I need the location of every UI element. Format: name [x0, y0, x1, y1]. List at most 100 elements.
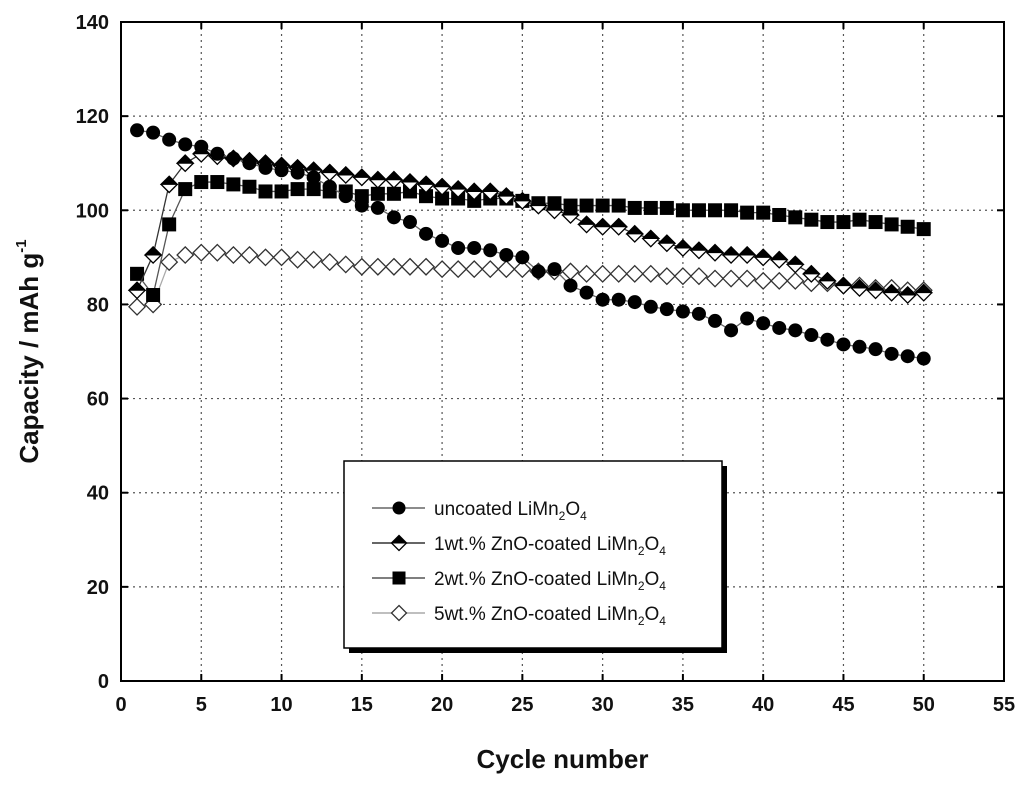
marker-fill	[480, 182, 500, 192]
data-point	[515, 250, 530, 265]
data-point	[322, 179, 337, 194]
data-point	[497, 260, 516, 279]
marker-fill	[721, 246, 741, 256]
data-point	[529, 196, 548, 215]
marker-fill	[384, 170, 404, 181]
y-tick-label: 120	[76, 106, 109, 128]
data-point	[392, 571, 406, 585]
data-point	[708, 203, 723, 218]
data-point	[464, 182, 484, 201]
legend-label-part: O	[645, 569, 660, 590]
data-point	[561, 205, 580, 225]
data-point	[740, 205, 755, 220]
data-point	[868, 342, 883, 357]
data-point	[226, 177, 241, 192]
data-point	[258, 184, 273, 199]
y-tick-label: 140	[76, 12, 109, 34]
data-point	[465, 260, 484, 279]
data-point	[160, 253, 179, 272]
y-tick-label: 80	[87, 294, 109, 316]
data-point	[563, 278, 578, 293]
data-point	[162, 217, 177, 232]
data-point	[178, 137, 193, 152]
data-point	[258, 160, 273, 175]
data-point	[756, 205, 771, 220]
data-point	[675, 203, 690, 218]
data-point	[769, 250, 789, 269]
legend-label-part: O	[645, 604, 660, 625]
legend-label-part: 4	[659, 579, 666, 593]
y-tick-label: 0	[98, 671, 109, 693]
legend-box	[343, 460, 723, 649]
data-point	[756, 316, 771, 331]
x-tick-label: 10	[270, 694, 292, 716]
legend-item: 1wt.% ZnO-coated LiMn2O4	[372, 534, 666, 558]
data-point	[914, 283, 934, 302]
data-point	[481, 260, 500, 279]
data-point	[531, 264, 546, 279]
marker-fill	[496, 187, 516, 197]
series-layer	[127, 123, 934, 366]
data-point	[625, 264, 644, 283]
data-point	[641, 229, 661, 248]
data-point	[416, 175, 436, 194]
data-point	[288, 250, 307, 269]
data-point	[722, 269, 741, 288]
marker-fill	[368, 170, 388, 181]
data-point	[513, 260, 532, 279]
marker-fill	[320, 163, 340, 174]
legend-label-part: 2	[638, 579, 645, 593]
data-point	[496, 187, 516, 206]
data-point	[386, 186, 401, 201]
data-point	[400, 172, 420, 192]
marker-fill	[834, 276, 853, 287]
data-point	[625, 224, 645, 243]
data-point	[128, 297, 147, 316]
legend-item: 5wt.% ZnO-coated LiMn2O4	[372, 604, 666, 628]
data-point	[753, 248, 773, 267]
marker-fill	[657, 234, 677, 244]
data-point	[820, 215, 835, 230]
data-point	[785, 255, 805, 274]
data-point	[705, 243, 725, 262]
data-point	[368, 257, 387, 276]
data-point	[836, 337, 851, 352]
data-point	[834, 276, 853, 295]
data-point	[274, 184, 289, 199]
legend-label-part: 2	[638, 544, 645, 558]
data-point	[194, 175, 209, 190]
data-point	[593, 217, 612, 236]
data-point	[657, 267, 676, 286]
marker-fill	[818, 272, 837, 282]
data-point	[384, 170, 404, 189]
data-point	[818, 271, 837, 290]
data-point	[226, 151, 241, 166]
x-tick-label: 25	[511, 694, 533, 716]
data-point	[224, 245, 243, 265]
marker-fill	[175, 154, 195, 164]
data-point	[130, 266, 145, 281]
y-tick-label: 100	[76, 200, 109, 222]
data-point	[691, 203, 706, 218]
data-point	[868, 215, 883, 230]
data-point	[561, 262, 580, 281]
marker-fill	[464, 182, 484, 192]
data-point	[836, 215, 851, 230]
y-tick-label: 20	[87, 577, 109, 599]
data-point	[513, 191, 532, 210]
data-point	[400, 257, 420, 276]
data-point	[900, 219, 915, 234]
marker-fill	[898, 286, 918, 296]
y-tick-label: 40	[87, 483, 109, 505]
data-point	[336, 165, 356, 185]
data-point	[274, 163, 289, 178]
data-point	[146, 288, 161, 303]
marker-fill	[641, 229, 661, 240]
data-point	[641, 264, 660, 283]
data-point	[390, 534, 408, 552]
data-point	[127, 281, 147, 300]
data-point	[545, 201, 564, 220]
data-point	[352, 257, 371, 276]
